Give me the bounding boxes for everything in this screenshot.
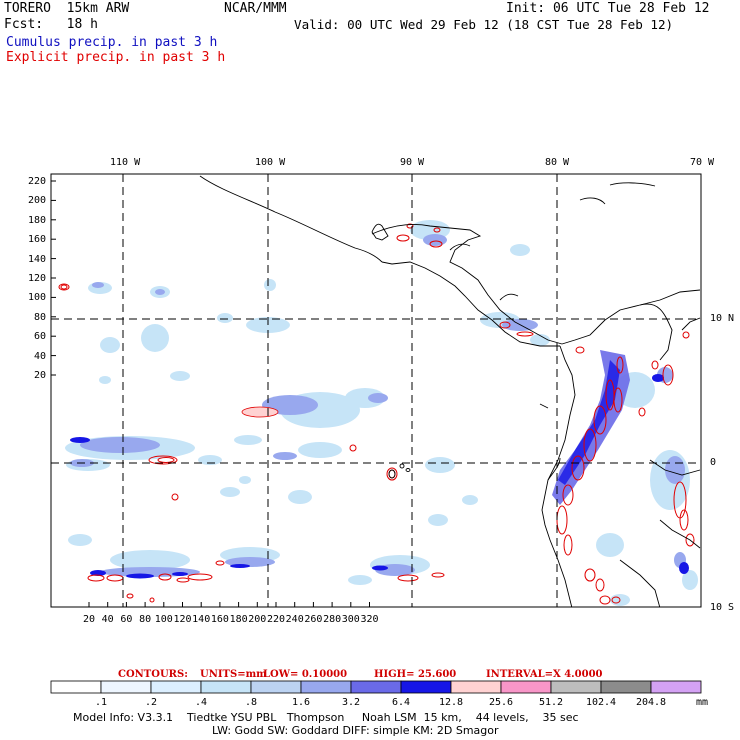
x-tick-label: 180: [229, 614, 248, 625]
x-tick-label: 320: [360, 614, 379, 625]
heavy-cumulus-cores: [70, 437, 388, 579]
colorbar-label: .1: [94, 697, 108, 708]
organization: NCAR/MMM: [224, 1, 287, 16]
lon-label-100w: 100 W: [255, 157, 286, 168]
x-tick-label: 160: [210, 614, 229, 625]
y-tick-label: 100: [27, 292, 46, 304]
colorbar-label: .2: [144, 697, 158, 708]
map-frame: [50, 173, 702, 608]
colorbar-label: 204.8: [635, 697, 667, 708]
field-explicit-precip: Explicit precip. in past 3 h: [6, 50, 226, 65]
colorbar-unit: mm: [696, 697, 709, 708]
galapagos-islands: [388, 463, 411, 479]
contours-high: HIGH= 25.600: [374, 669, 457, 680]
contours-title: CONTOURS:: [118, 669, 188, 680]
x-tick-label: 80: [139, 614, 152, 625]
y-tick-label: 200: [27, 195, 46, 207]
model-title: TORERO 15km ARW: [4, 1, 130, 16]
y-tick-label: 220: [27, 176, 46, 187]
lat-label-10n: 10 N: [710, 313, 735, 324]
contours-units: UNITS=mm: [200, 669, 267, 680]
model-physics: LW: Godd SW: Goddard DIFF: simple KM: 2D…: [212, 724, 499, 737]
y-tick-label: 120: [27, 273, 46, 284]
colorbar-label: 3.2: [341, 697, 361, 708]
x-tick-label: 40: [101, 614, 114, 625]
axis-ticks: [51, 180, 370, 607]
x-tick-label: 100: [154, 614, 173, 625]
x-tick-label: 220: [266, 614, 286, 625]
field-cumulus-precip: Cumulus precip. in past 3 h: [6, 35, 218, 50]
x-tick-label: 20: [82, 614, 96, 625]
colorbar-label: 51.2: [538, 697, 564, 708]
y-tick-label: 60: [33, 331, 46, 343]
lon-label-70w: 70 W: [690, 157, 715, 168]
colorbar-label: .4: [194, 697, 208, 708]
x-tick-label: 200: [248, 614, 267, 625]
contours-low: LOW= 0.10000: [263, 669, 348, 680]
lon-label-110w: 110 W: [110, 157, 141, 168]
valid-time: Valid: 00 UTC Wed 29 Feb 12 (18 CST Tue …: [294, 17, 674, 32]
y-tick-label: 80: [33, 311, 46, 323]
y-tick-label: 20: [33, 370, 46, 381]
y-tick-label: 180: [27, 214, 46, 226]
x-tick-label: 60: [120, 614, 133, 625]
x-tick-label: 300: [341, 614, 360, 625]
colorbar-label: 102.4: [585, 697, 617, 708]
lat-label-10s: 10 S: [710, 602, 735, 613]
map-field: [58, 175, 701, 607]
model-info: Model Info: V3.3.1 Tiedtke YSU PBL Thomp…: [73, 711, 579, 724]
colorbar-label: 6.4: [391, 697, 411, 708]
x-tick-label: 120: [173, 614, 192, 625]
colorbar-label: 12.8: [438, 697, 464, 708]
coastlines: [199, 175, 701, 607]
lon-label-80w: 80 W: [545, 157, 570, 168]
x-tick-label: 140: [192, 614, 211, 625]
x-tick-label: 260: [304, 614, 323, 625]
colorbar-label: .8: [244, 697, 258, 708]
x-tick-label: 240: [285, 614, 304, 625]
contours-interval: INTERVAL=X 4.0000: [486, 669, 603, 680]
colorbar-label: 25.6: [488, 697, 514, 708]
x-tick-label: 280: [323, 614, 342, 625]
lat-lon-grid: [51, 174, 701, 607]
y-tick-label: 40: [33, 350, 46, 362]
lat-label-0: 0: [710, 457, 717, 468]
y-tick-label: 160: [27, 234, 46, 246]
lon-label-90w: 90 W: [400, 157, 425, 168]
init-time: Init: 06 UTC Tue 28 Feb 12: [506, 1, 710, 16]
y-tick-label: 140: [27, 253, 46, 265]
forecast-hour: Fcst: 18 h: [4, 17, 98, 32]
colorbar-label: 1.6: [291, 697, 311, 708]
